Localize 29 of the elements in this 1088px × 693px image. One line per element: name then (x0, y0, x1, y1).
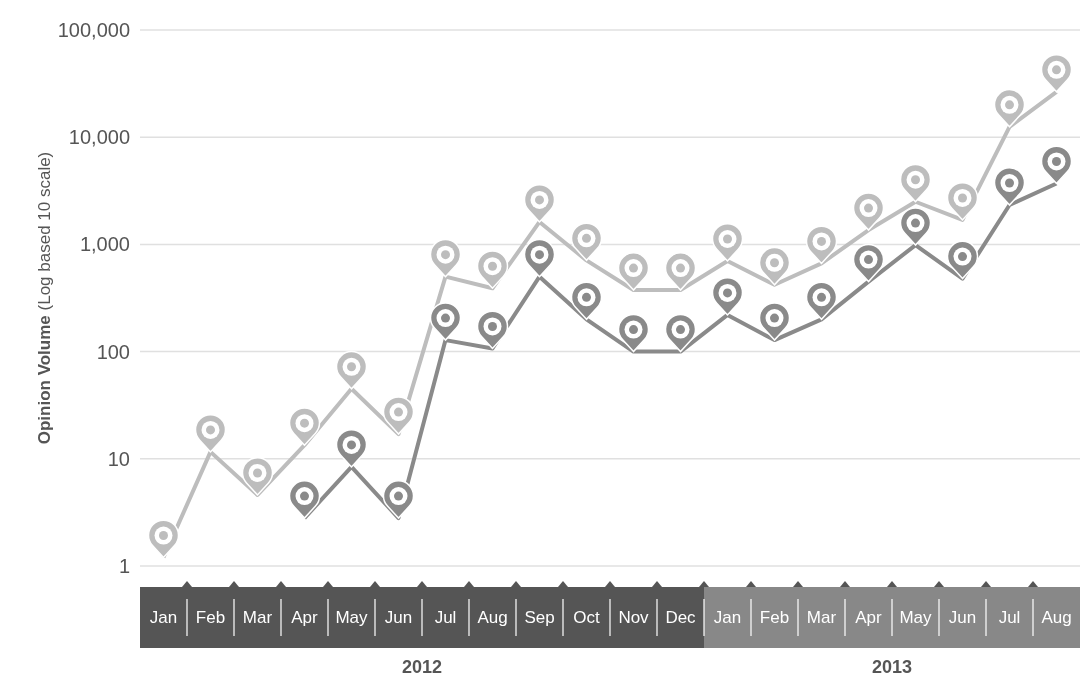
y-tick-label: 1 (118, 555, 130, 577)
x-tick-label: Mar (806, 608, 837, 628)
x-tick-label: Jan (149, 608, 178, 628)
x-tick-label: Jul (998, 608, 1021, 628)
y-tick-label: 100 (96, 340, 130, 363)
x-tick-label: Jul (434, 608, 457, 628)
text: 2012 (401, 656, 443, 677)
x-tick-label: May (899, 608, 933, 628)
x-tick-label: Jun (384, 608, 413, 628)
x-tick-label: Sep (524, 608, 555, 628)
x-tick-label: Jan (713, 608, 742, 628)
x-tick-label: Feb (759, 608, 790, 628)
x-tick-label: Aug (1041, 608, 1072, 628)
x-tick-label: Mar (242, 608, 273, 628)
x-tick-label: Dec (665, 608, 697, 628)
y-tick-label: 100,000 (57, 19, 130, 41)
x-tick-label: Apr (291, 608, 319, 628)
y-tick-label: 10,000 (68, 126, 130, 149)
x-tick-label: Aug (477, 608, 508, 628)
x-tick-label: Oct (573, 608, 600, 628)
y-axis-title: Opinion Volume (Log based 10 scale) (35, 151, 54, 445)
x-tick-label: May (335, 608, 369, 628)
x-tick-label: Apr (855, 608, 883, 628)
y-tick-label: 1,000 (79, 233, 130, 256)
x-tick-label: Jun (948, 608, 977, 628)
x-tick-label: Feb (195, 608, 226, 628)
y-tick-label: 10 (107, 447, 130, 470)
text: 2013 (871, 656, 913, 677)
x-tick-label: Nov (618, 608, 650, 628)
